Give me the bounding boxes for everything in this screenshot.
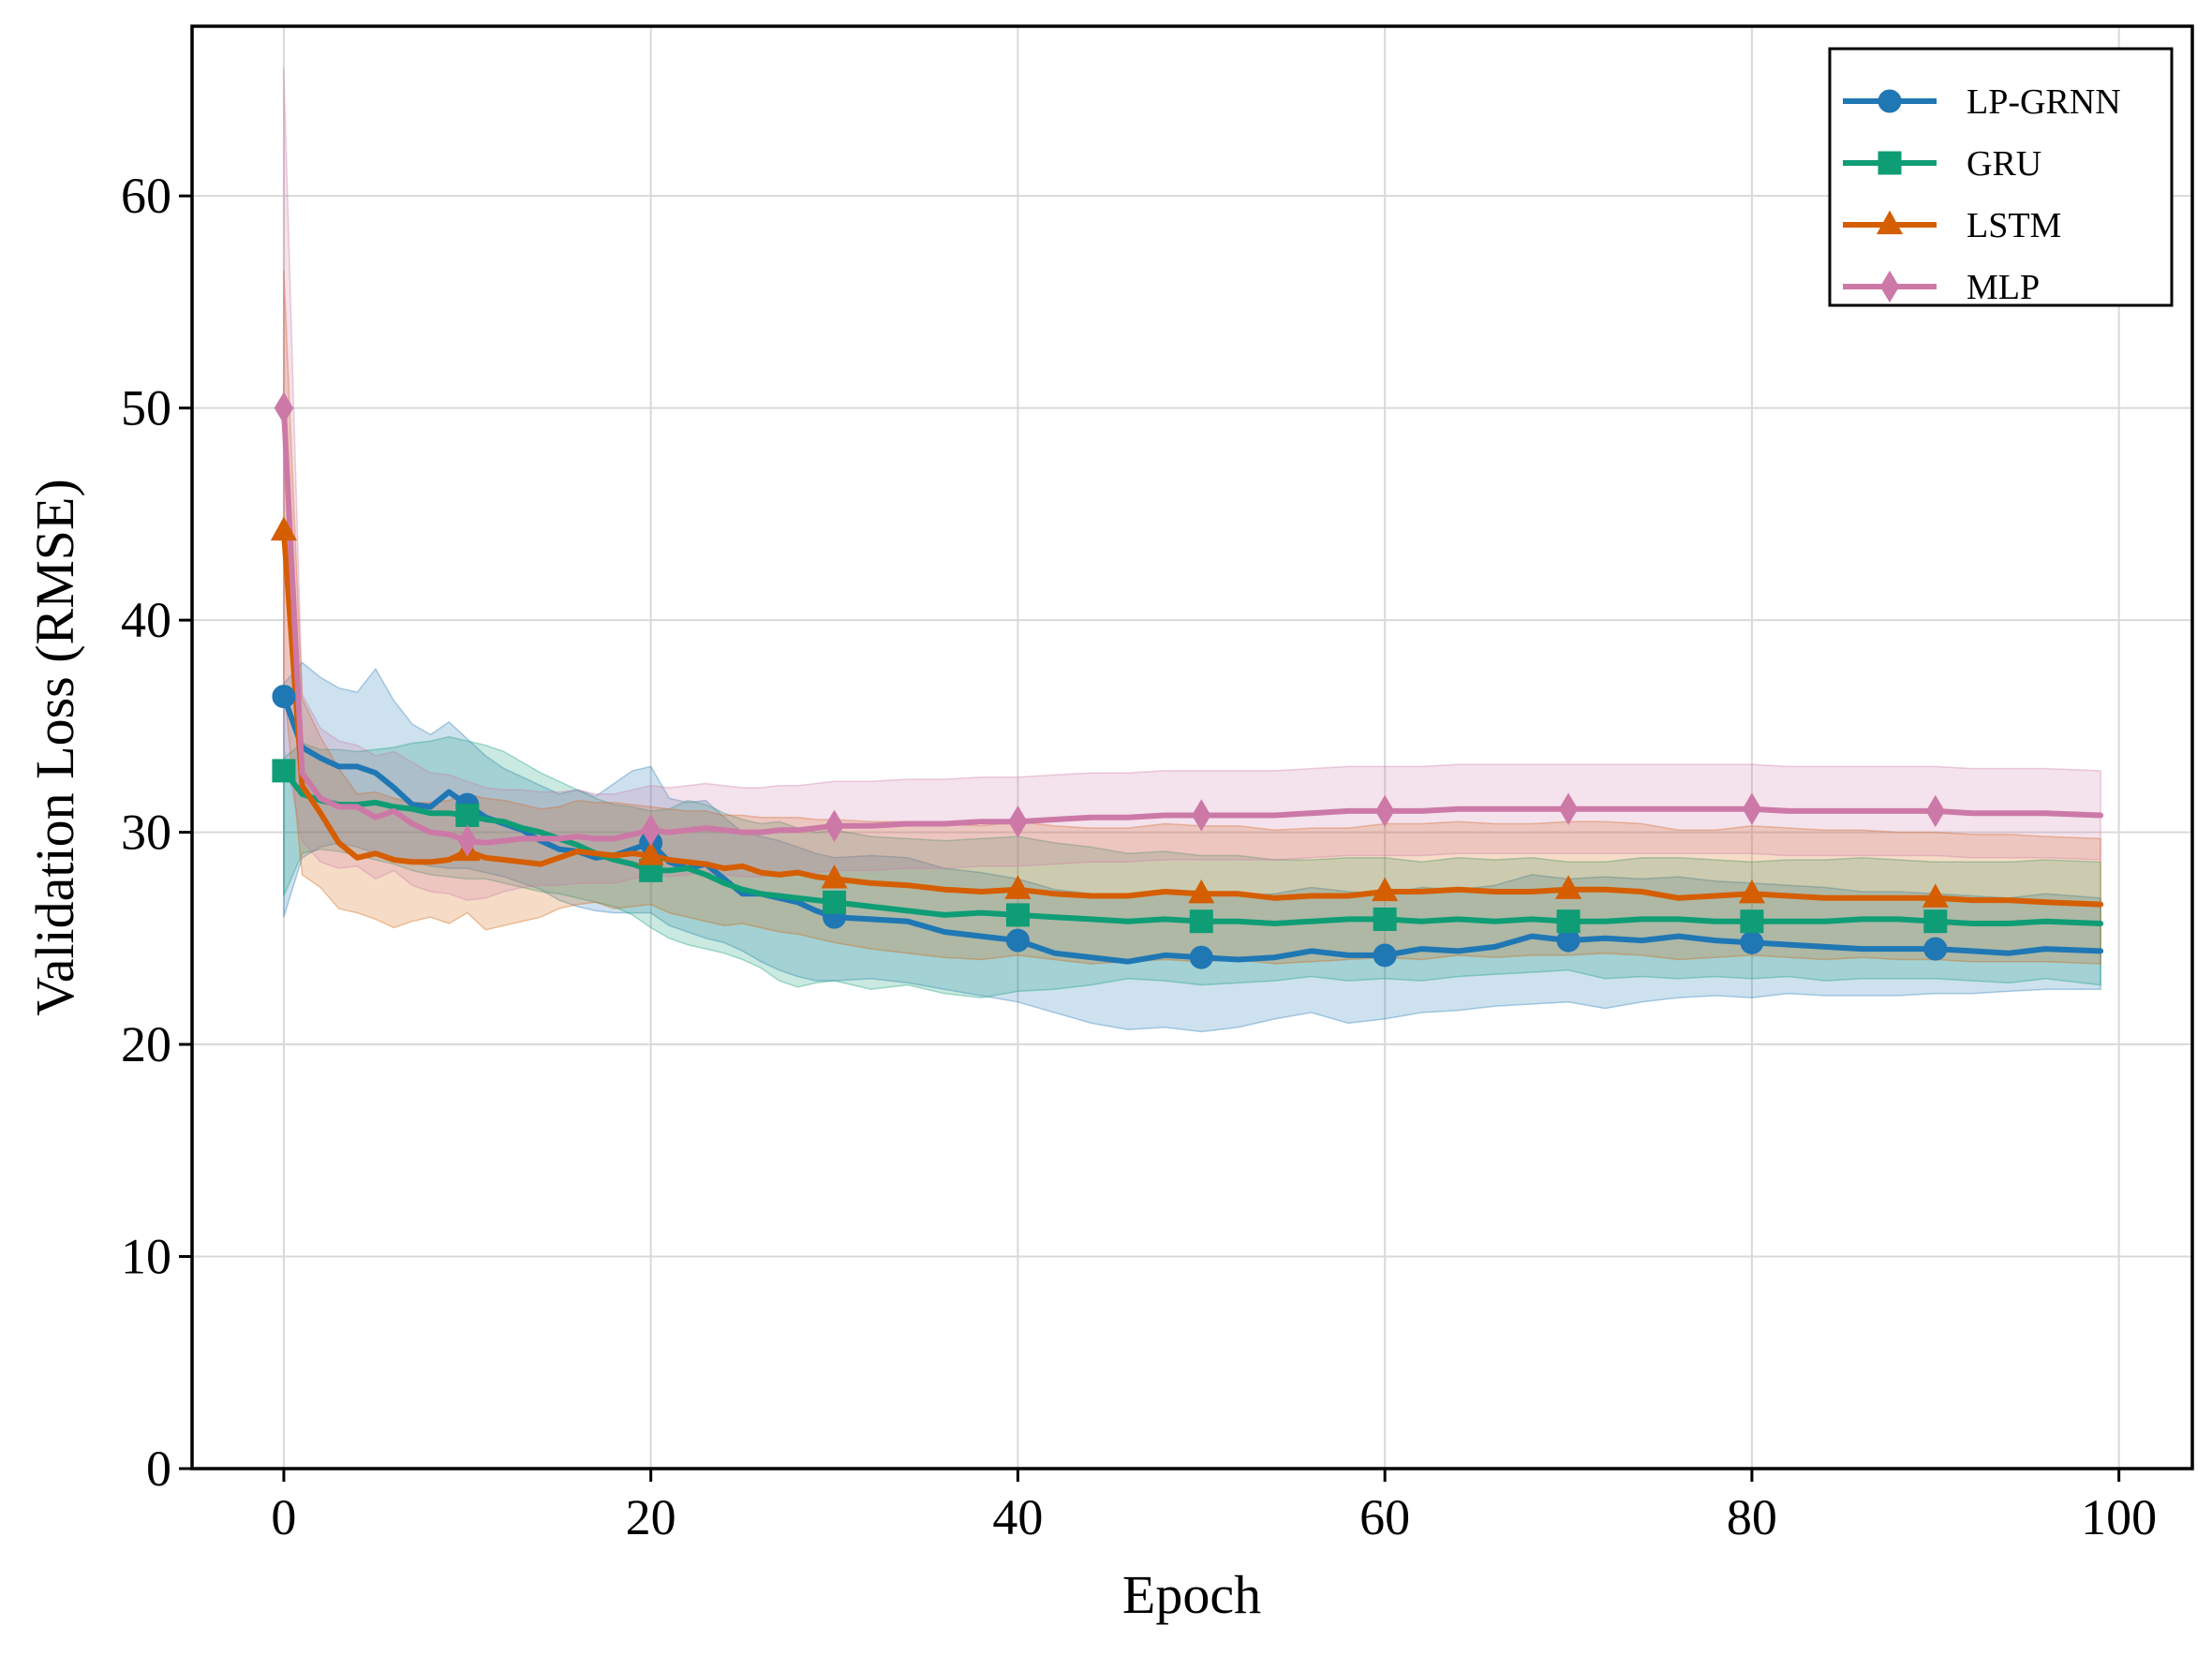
plot-frame xyxy=(190,24,2194,1470)
series-markers xyxy=(270,392,1949,969)
legend: LP-GRNN GRU LSTM MLP xyxy=(1828,47,2174,307)
marker-lstm-epoch-50 xyxy=(1188,879,1215,904)
y-tick-label-40: 40 xyxy=(121,592,171,648)
marker-lstm-epoch-0 xyxy=(270,516,297,541)
band-gru xyxy=(283,735,2101,998)
marker-lp-grnn-epoch-50 xyxy=(1189,945,1213,969)
line-lstm xyxy=(280,528,2104,908)
marker-mlp-epoch-40 xyxy=(1008,805,1028,838)
marker-lstm-epoch-80 xyxy=(1738,879,1765,904)
series-lines xyxy=(280,405,2104,965)
x-tick-label-20: 20 xyxy=(626,1489,676,1545)
x-tick-label-80: 80 xyxy=(1727,1489,1777,1545)
y-tick-label-0: 0 xyxy=(146,1441,171,1497)
marker-mlp-epoch-50 xyxy=(1192,799,1211,832)
axis-ticks: 0 20 40 60 80 100 0 10 20 30 40 50 60 xyxy=(121,168,2157,1545)
legend-marker-mlp xyxy=(1879,270,1900,303)
x-axis-label: Epoch xyxy=(1122,1564,1261,1625)
marker-lstm-epoch-90 xyxy=(1922,883,1949,908)
marker-lstm-epoch-20 xyxy=(637,841,664,865)
marker-mlp-epoch-60 xyxy=(1374,794,1395,828)
marker-lp-grnn-epoch-80 xyxy=(1740,930,1764,954)
legend-items: LP-GRNN GRU LSTM MLP xyxy=(1843,82,2121,307)
marker-mlp-epoch-10 xyxy=(457,824,477,857)
marker-lp-grnn-epoch-60 xyxy=(1373,943,1397,968)
line-mlp xyxy=(280,405,2104,846)
marker-gru-epoch-80 xyxy=(1740,909,1764,934)
x-tick-label-40: 40 xyxy=(992,1489,1043,1545)
band-lstm xyxy=(283,270,2101,965)
marker-gru-epoch-0 xyxy=(272,759,296,783)
legend-marker-lp-grnn xyxy=(1878,89,1902,113)
y-axis-label: Validation Loss (RMSE) xyxy=(24,479,85,1016)
y-tick-label-30: 30 xyxy=(121,805,171,861)
marker-mlp-epoch-30 xyxy=(824,809,844,842)
marker-lp-grnn-epoch-90 xyxy=(1923,937,1948,961)
y-tick-label-60: 60 xyxy=(121,168,171,224)
line-gru xyxy=(280,767,2104,926)
x-tick-label-100: 100 xyxy=(2081,1489,2157,1545)
legend-label-lstm: LSTM xyxy=(1967,206,2061,245)
marker-lstm-epoch-30 xyxy=(821,864,848,889)
legend-label-gru: GRU xyxy=(1967,144,2041,184)
marker-lp-grnn-epoch-40 xyxy=(1005,928,1030,953)
marker-mlp-epoch-90 xyxy=(1925,794,1945,828)
marker-gru-epoch-70 xyxy=(1556,909,1581,934)
marker-gru-epoch-90 xyxy=(1923,909,1948,934)
marker-gru-epoch-40 xyxy=(1005,903,1030,927)
marker-gru-epoch-60 xyxy=(1373,907,1397,931)
marker-lstm-epoch-40 xyxy=(1004,875,1032,899)
legend-box xyxy=(1828,47,2174,307)
y-tick-label-50: 50 xyxy=(121,380,171,436)
x-tick-label-60: 60 xyxy=(1359,1489,1410,1545)
legend-marker-lstm xyxy=(1876,210,1904,235)
marker-lstm-epoch-70 xyxy=(1554,875,1582,899)
legend-marker-gru xyxy=(1878,151,1902,175)
marker-gru-epoch-50 xyxy=(1189,909,1213,934)
y-tick-label-20: 20 xyxy=(121,1016,171,1072)
marker-lstm-epoch-60 xyxy=(1372,877,1399,902)
legend-label-lp-grnn: LP-GRNN xyxy=(1967,82,2121,122)
grid-layer xyxy=(192,26,2192,1470)
marker-mlp-epoch-20 xyxy=(641,814,661,847)
line-lp-grnn xyxy=(280,693,2104,965)
legend-label-mlp: MLP xyxy=(1967,268,2040,307)
marker-lp-grnn-epoch-0 xyxy=(272,685,296,709)
marker-mlp-epoch-80 xyxy=(1742,792,1762,825)
marker-mlp-epoch-0 xyxy=(274,392,294,424)
marker-gru-epoch-10 xyxy=(455,803,480,827)
marker-gru-epoch-30 xyxy=(823,890,847,914)
marker-mlp-epoch-70 xyxy=(1558,792,1579,825)
x-tick-label-0: 0 xyxy=(271,1489,296,1545)
y-tick-label-10: 10 xyxy=(121,1229,171,1285)
